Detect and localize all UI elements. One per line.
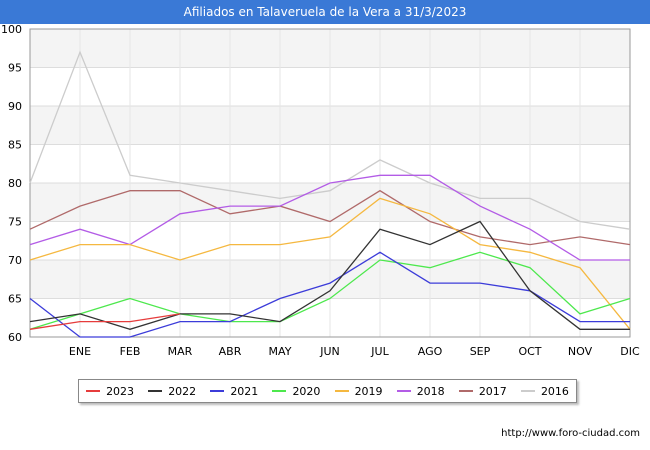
x-tick-label: AGO	[418, 345, 443, 358]
chart-title: Afiliados en Talaveruela de la Vera a 31…	[0, 0, 650, 24]
legend-label: 2016	[540, 384, 569, 398]
x-tick-label: MAR	[168, 345, 193, 358]
x-tick-label: JUL	[370, 345, 389, 358]
legend-swatch	[520, 390, 535, 392]
legend-item-2022: 2022	[148, 385, 196, 398]
legend-swatch	[272, 390, 287, 392]
legend-swatch	[210, 390, 225, 392]
chart-legend: 2023 2022 2021 2020 2019 2018 2017 2016	[78, 379, 577, 403]
x-tick-label: JUN	[319, 345, 340, 358]
x-tick-label: SEP	[470, 345, 491, 358]
legend-item-2016: 2016	[520, 384, 569, 398]
legend-swatch	[396, 390, 411, 392]
legend-label: 2022	[168, 384, 197, 398]
y-tick-label: 60	[8, 331, 22, 344]
y-tick-label: 65	[8, 293, 22, 306]
legend-item-2017: 2017	[458, 384, 507, 398]
x-tick-label: OCT	[518, 345, 541, 358]
y-tick-label: 95	[8, 62, 22, 75]
y-tick-label: 90	[8, 100, 22, 113]
series-line-2016	[29, 50, 631, 230]
y-tick-label: 85	[8, 139, 22, 152]
x-tick-label: ENE	[69, 345, 91, 358]
y-tick-label: 100	[1, 23, 22, 36]
legend-swatch	[334, 390, 349, 392]
legend-item-2019: 2019	[334, 384, 383, 398]
legend-label: 2021	[230, 384, 259, 398]
legend-item-2021: 2021	[210, 385, 258, 398]
legend-item-2020: 2020	[272, 385, 320, 398]
series-line-2019	[29, 197, 631, 330]
legend-swatch	[148, 390, 163, 392]
y-tick-label: 80	[8, 177, 22, 190]
series-line-2020	[29, 251, 631, 330]
legend-label: 2019	[354, 384, 383, 398]
x-tick-label: MAY	[269, 345, 292, 358]
source-url[interactable]: http://www.foro-ciudad.com	[501, 428, 640, 439]
legend-item-2018: 2018	[396, 384, 445, 398]
legend-swatch	[86, 390, 101, 392]
legend-label: 2017	[478, 384, 507, 398]
x-tick-label: FEB	[120, 345, 141, 358]
x-tick-label: ABR	[219, 345, 242, 358]
y-tick-label: 75	[8, 216, 22, 229]
legend-label: 2018	[416, 384, 445, 398]
x-tick-label: DIC	[620, 345, 640, 358]
y-tick-label: 70	[8, 254, 22, 267]
legend-label: 2020	[292, 384, 321, 398]
series-line-2017	[29, 189, 631, 246]
legend-swatch	[458, 390, 473, 392]
legend-item-2023: 2023	[86, 385, 134, 398]
series-line-2023	[29, 313, 181, 330]
series-line-2022	[29, 220, 630, 330]
x-tick-label: NOV	[568, 345, 593, 358]
legend-label: 2023	[106, 384, 135, 398]
